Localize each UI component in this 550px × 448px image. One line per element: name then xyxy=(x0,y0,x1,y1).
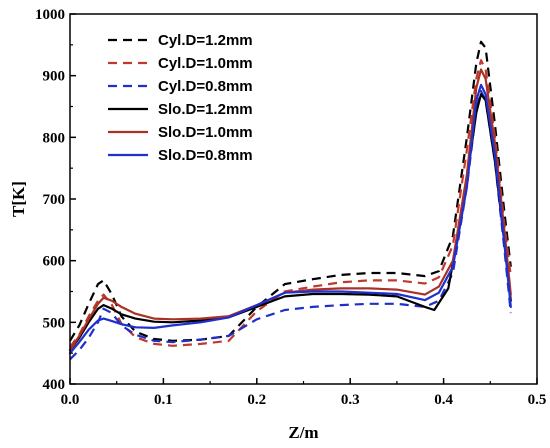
legend: Cyl.D=1.2mm Cyl.D=1.0mm Cyl.D=0.8mm Slo.D=1… xyxy=(108,32,253,164)
series-line-1 xyxy=(69,40,512,342)
y-axis-title: T[K] xyxy=(9,181,28,217)
y-tick-label: 800 xyxy=(43,130,66,146)
x-tick-label: 0.1 xyxy=(154,392,173,408)
x-tick-label: 0.2 xyxy=(247,392,266,408)
y-tick-label: 400 xyxy=(43,377,66,393)
x-tick-label: 0.3 xyxy=(341,392,360,408)
y-tick-label: 500 xyxy=(43,315,66,331)
y-tick-label: 700 xyxy=(43,192,66,208)
legend-label-1: Cyl.D=1.2mm xyxy=(158,32,253,49)
legend-label-5: Slo.D=1.0mm xyxy=(158,124,253,141)
y-tick-label: 600 xyxy=(43,254,66,270)
series-line-2 xyxy=(69,59,512,348)
y-tick-label: 1000 xyxy=(35,7,65,23)
series-line-6 xyxy=(68,83,512,355)
series-line-4 xyxy=(68,93,512,352)
y-tick-label: 900 xyxy=(43,69,66,85)
series-line-5 xyxy=(68,68,512,352)
x-tick-label: 0.5 xyxy=(528,392,547,408)
x-axis-title: Z/m xyxy=(288,423,318,442)
plot-area xyxy=(68,40,512,361)
legend-label-3: Cyl.D=0.8mm xyxy=(158,78,253,95)
legend-label-6: Slo.D=0.8mm xyxy=(158,147,253,164)
x-tick-label: 0.0 xyxy=(61,392,80,408)
legend-label-2: Cyl.D=1.0mm xyxy=(158,55,253,72)
x-tick-label: 0.4 xyxy=(434,392,453,408)
legend-label-4: Slo.D=1.2mm xyxy=(158,101,253,118)
axes: 0.0 0.1 0.2 0.3 0.4 0.5 400 500 600 700 800 900 1000… xyxy=(9,7,546,442)
